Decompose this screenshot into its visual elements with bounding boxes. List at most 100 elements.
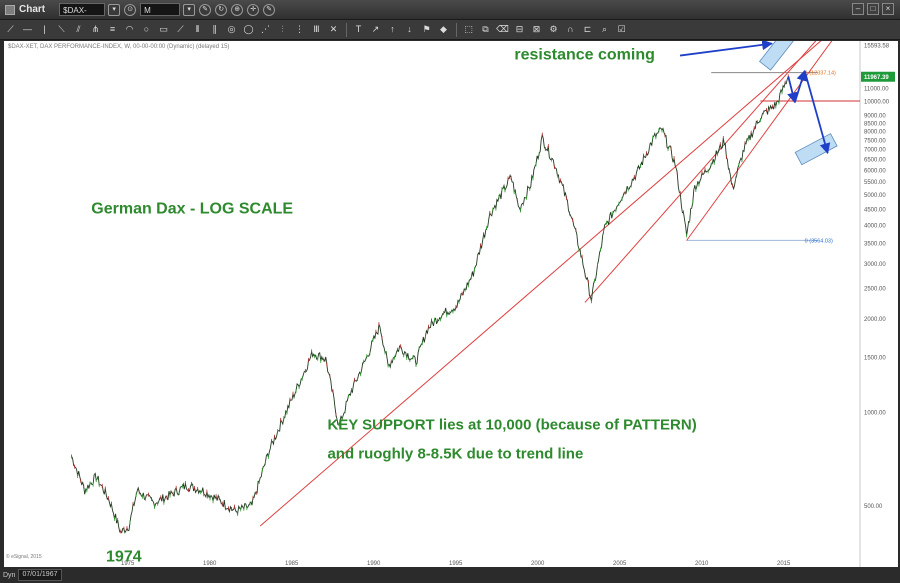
last-price-label: 11967.39 bbox=[864, 75, 889, 81]
cursor-icon[interactable]: ✛ bbox=[247, 3, 260, 16]
rect-tool-icon[interactable]: ▭ bbox=[159, 24, 168, 34]
footer-copyright: © eSignal, 2015 bbox=[6, 553, 42, 560]
price-tick-label: 10000.00 bbox=[864, 100, 890, 106]
window-controls: – □ × bbox=[849, 3, 894, 15]
minimize-icon[interactable]: – bbox=[852, 3, 864, 15]
dynamic-label: Dyn bbox=[3, 571, 16, 579]
delete-tool-icon[interactable]: ⌫ bbox=[496, 24, 509, 34]
channel-tool-icon[interactable]: ⫽ bbox=[76, 24, 81, 34]
vline-tool-icon[interactable]: | bbox=[43, 24, 46, 34]
lock-tool-icon[interactable]: ⊟ bbox=[515, 24, 524, 34]
price-tick-label: 4000.00 bbox=[864, 223, 886, 229]
price-tick-label: 1000.00 bbox=[864, 411, 886, 417]
pitchfork-tool-icon[interactable]: ⋔ bbox=[91, 24, 100, 34]
snap-tool-icon[interactable]: ☑ bbox=[617, 24, 626, 34]
ruler-tool-icon[interactable]: ⊏ bbox=[583, 24, 592, 34]
text-tool-icon[interactable]: T bbox=[355, 24, 362, 34]
fib-level-label: 1 (12337.14) bbox=[805, 71, 836, 77]
line-tool-icon[interactable]: ⟋ bbox=[7, 24, 14, 34]
symbol-input[interactable]: $DAX-XET bbox=[59, 3, 106, 28]
fan-tool-icon[interactable]: ⋰ bbox=[261, 24, 270, 34]
circle-tool-icon[interactable]: ○ bbox=[143, 24, 150, 34]
fib-level-label: 0 (3564.03) bbox=[805, 238, 833, 244]
edit-icon[interactable]: ✎ bbox=[263, 3, 276, 16]
cycle-tool-icon[interactable]: ⦀ bbox=[195, 24, 200, 34]
select-tool-icon[interactable]: ⬚ bbox=[464, 24, 473, 34]
last-price-tag bbox=[861, 71, 895, 82]
year-tick-label: 2005 bbox=[613, 561, 627, 567]
symbol-dropdown-icon[interactable]: ▾ bbox=[108, 3, 121, 16]
down-arrow-tool-icon[interactable]: ↓ bbox=[407, 24, 412, 34]
draw-icon[interactable]: ✎ bbox=[199, 3, 212, 16]
price-tick-label: 7000.00 bbox=[864, 148, 886, 154]
year-tick-label: 2010 bbox=[695, 561, 709, 567]
year-1974-annotation: 1974 bbox=[106, 549, 142, 566]
maximize-icon[interactable]: □ bbox=[867, 3, 879, 15]
refresh-icon[interactable]: ↻ bbox=[215, 3, 228, 16]
price-tick-label: 5500.00 bbox=[864, 180, 886, 186]
trendline bbox=[584, 41, 817, 303]
regression-tool-icon[interactable]: ∥ bbox=[212, 24, 217, 34]
year-tick-label: 2000 bbox=[531, 561, 545, 567]
copy-tool-icon[interactable]: ⧉ bbox=[482, 24, 489, 34]
price-tick-label: 4500.00 bbox=[864, 207, 886, 213]
price-tick-label: 2000.00 bbox=[864, 317, 886, 323]
zoom-icon[interactable]: ⊕ bbox=[231, 3, 244, 16]
trendline-annotation: and ruoghly 8-8.5K due to trend line bbox=[327, 445, 583, 462]
chart-area[interactable]: 15593.5812000.0011000.0010000.009000.008… bbox=[4, 41, 898, 567]
hline-tool-icon[interactable]: — bbox=[23, 24, 32, 34]
trendline bbox=[686, 41, 833, 241]
projection-arrow bbox=[803, 70, 831, 155]
price-tick-label: 15593.58 bbox=[864, 44, 890, 50]
price-tick-label: 6500.00 bbox=[864, 158, 886, 164]
marker-tool-icon[interactable]: ◆ bbox=[440, 24, 447, 34]
chart-svg[interactable]: 15593.5812000.0011000.0010000.009000.008… bbox=[4, 41, 898, 567]
year-tick-label: 1995 bbox=[449, 561, 463, 567]
price-tick-label: 9000.00 bbox=[864, 114, 886, 120]
year-tick-label: 1975 bbox=[121, 561, 135, 567]
price-tick-label: 7500.00 bbox=[864, 138, 886, 144]
target-tool-icon[interactable]: ◎ bbox=[227, 24, 236, 34]
chart-header: $DAX-XET, DAX PERFORMANCE-INDEX, W, 00-0… bbox=[8, 44, 230, 50]
status-date[interactable]: 07/01/1967 bbox=[18, 569, 62, 581]
projection-arrow bbox=[793, 69, 807, 103]
chart-app-icon bbox=[5, 4, 15, 15]
ray-tool-icon[interactable]: ⟍ bbox=[58, 24, 65, 34]
ellipse-tool-icon[interactable]: ◯ bbox=[243, 24, 254, 34]
close-icon[interactable]: × bbox=[882, 3, 894, 15]
year-tick-label: 1980 bbox=[203, 561, 217, 567]
gann-tool-icon[interactable]: ⟋ bbox=[177, 24, 184, 34]
price-tick-label: 6000.00 bbox=[864, 168, 886, 174]
price-tick-label: 1500.00 bbox=[864, 356, 886, 362]
price-tick-label: 11000.00 bbox=[864, 87, 889, 93]
key-support-annotation: KEY SUPPORT lies at 10,000 (because of P… bbox=[327, 416, 696, 433]
up-arrow-tool-icon[interactable]: ↑ bbox=[390, 24, 395, 34]
bars-tool-icon[interactable]: Ⅲ bbox=[313, 24, 320, 34]
arc-tool-icon[interactable]: ◠ bbox=[125, 24, 134, 34]
title-bar: Chart $DAX-XET ▾ ⊙ M ▾ ✎ ↻ ⊕ ✛ ✎ – □ × bbox=[0, 0, 900, 28]
magnet-tool-icon[interactable]: ∩ bbox=[567, 24, 574, 34]
window-title: Chart bbox=[19, 4, 46, 15]
zoom-tool-icon[interactable]: ⌕ bbox=[601, 24, 608, 34]
speed-tool-icon[interactable]: ⋮ bbox=[295, 24, 304, 34]
interval-input[interactable]: M bbox=[140, 3, 181, 16]
dax-price-series bbox=[71, 76, 789, 534]
resistance-annotation: resistance coming bbox=[514, 46, 655, 63]
price-tick-label: 3500.00 bbox=[864, 241, 886, 247]
cross-tool-icon[interactable]: ✕ bbox=[329, 24, 338, 34]
flag-tool-icon[interactable]: ⚑ bbox=[422, 24, 431, 34]
toolbar-separator bbox=[346, 22, 347, 37]
trendline bbox=[259, 41, 822, 527]
interval-dropdown-icon[interactable]: ▾ bbox=[183, 3, 196, 16]
properties-tool-icon[interactable]: ⚙ bbox=[549, 24, 558, 34]
fib-tool-icon[interactable]: ≡ bbox=[109, 24, 116, 34]
year-tick-label: 1990 bbox=[367, 561, 381, 567]
link-icon[interactable]: ⊙ bbox=[124, 3, 137, 16]
arrow-tool-icon[interactable]: ↗ bbox=[371, 24, 380, 34]
hide-tool-icon[interactable]: ⊠ bbox=[532, 24, 541, 34]
title-annotation: German Dax - LOG SCALE bbox=[91, 200, 293, 217]
year-tick-label: 2015 bbox=[777, 561, 791, 567]
timezone-tool-icon[interactable]: ⫶ bbox=[281, 24, 284, 34]
projection-arrow bbox=[787, 76, 798, 104]
status-bar: Dyn 07/01/1967 bbox=[0, 567, 900, 583]
